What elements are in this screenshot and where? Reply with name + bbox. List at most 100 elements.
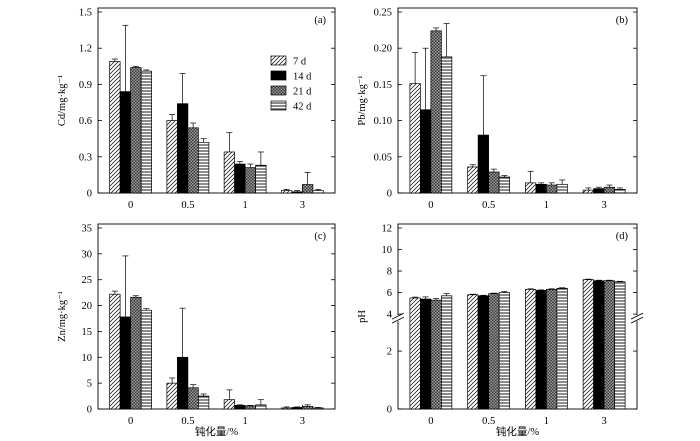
x-tick-label: 0 <box>128 200 133 211</box>
y-axis-label: Cd/mg·kg⁻¹ <box>57 75 68 126</box>
y-tick-label: 0.3 <box>79 152 92 163</box>
bar <box>223 399 235 410</box>
bar <box>535 290 547 410</box>
x-tick-label: 1 <box>544 200 549 211</box>
y-tick-label: 0 <box>87 405 92 416</box>
bar <box>166 382 178 410</box>
x-tick-label: 3 <box>602 200 607 211</box>
bar <box>441 56 453 194</box>
y-tick-label: 0 <box>387 405 392 416</box>
x-tick-label: 1 <box>243 416 248 427</box>
plot-frame <box>97 7 336 194</box>
bar <box>302 406 314 410</box>
bar <box>177 103 189 194</box>
y-tick-label: 0.6 <box>79 116 92 127</box>
axis-break-gap <box>632 315 642 322</box>
bar <box>198 395 210 410</box>
axis-break-mark <box>391 316 405 324</box>
bar <box>582 189 594 194</box>
bar <box>488 293 500 410</box>
bar <box>498 176 510 194</box>
bar <box>556 183 568 194</box>
x-tick-label: 1 <box>544 416 549 427</box>
chart-panel: 0 0.3 0.6 0.9 1.2 1.5 Cd/mg·kg⁻¹ (a) 0 0.5 1 3 7 d 14… <box>57 7 336 211</box>
bar <box>244 167 256 194</box>
bar <box>244 405 256 410</box>
bar <box>255 164 267 194</box>
plot-frame <box>97 223 336 410</box>
y-axis-label: pH <box>357 310 368 323</box>
axis-break-mark <box>630 316 644 324</box>
x-tick-label: 0 <box>128 416 133 427</box>
x-tick-label: 0.5 <box>482 416 495 427</box>
y-tick-label: 30 <box>82 249 93 260</box>
bar <box>556 287 568 410</box>
bar <box>198 141 210 194</box>
legend-swatch <box>270 100 287 111</box>
bar <box>109 293 121 410</box>
chart-panel: 0 0.05 0.10 0.15 0.20 0.25 Pb/mg·kg⁻¹ (b) 0 0.5 1 3 <box>357 7 638 211</box>
y-tick-label: 6 <box>387 288 392 299</box>
x-tick-label: 1 <box>243 200 248 211</box>
panel-label: (a) <box>314 15 326 26</box>
bar <box>603 186 615 194</box>
y-tick-label: 10 <box>382 245 393 256</box>
x-tick-label: 0 <box>428 416 433 427</box>
bar <box>488 171 500 194</box>
y-tick-label: 1.2 <box>79 44 92 55</box>
bar <box>166 120 178 194</box>
panel-label: (b) <box>616 15 629 26</box>
bar <box>546 289 558 410</box>
y-tick-label: 25 <box>82 275 93 286</box>
legend-label: 14 d <box>293 72 312 83</box>
x-tick-label: 3 <box>300 200 305 211</box>
bar <box>603 280 615 410</box>
legend-label: 7 d <box>293 57 307 68</box>
legend-label: 21 d <box>293 87 312 98</box>
x-axis-label: 钝化量/% <box>496 425 539 438</box>
bar <box>291 191 303 194</box>
x-tick-label: 0.5 <box>181 416 194 427</box>
bar <box>467 294 479 410</box>
y-tick-label: 15 <box>82 327 93 338</box>
y-tick-label: 4 <box>387 310 393 321</box>
bar <box>498 292 510 410</box>
bar <box>535 183 547 194</box>
bar <box>140 309 152 410</box>
bar <box>302 184 314 194</box>
bar <box>312 407 324 410</box>
legend: 7 d 14 d 21 d 42 d <box>270 55 312 113</box>
y-tick-label: 0.10 <box>374 116 392 127</box>
bar <box>477 134 489 194</box>
bar <box>312 190 324 194</box>
x-tick-label: 3 <box>300 416 305 427</box>
bar <box>109 61 121 194</box>
bar <box>582 279 594 410</box>
bar <box>130 67 142 194</box>
x-tick-label: 0 <box>428 200 433 211</box>
bar <box>281 190 293 194</box>
bar <box>525 182 537 194</box>
y-tick-label: 8 <box>387 267 392 278</box>
x-axis-label: 钝化量/% <box>195 425 238 438</box>
legend-swatch <box>270 70 287 81</box>
axis-break-gap <box>393 315 403 322</box>
y-tick-label: 1.5 <box>79 8 92 19</box>
bar <box>119 91 131 194</box>
axis-break-mark <box>630 312 644 320</box>
bar <box>441 295 453 410</box>
y-tick-label: 35 <box>82 224 93 235</box>
chart-panel: 0 5 10 15 20 25 30 35 Zn/mg·kg⁻¹ (c) 0 0.5 1 3 钝化量/% <box>57 223 336 438</box>
panel-label: (c) <box>314 231 326 242</box>
bar <box>177 356 189 410</box>
bar <box>477 295 489 410</box>
y-axis-label: Zn/mg·kg⁻¹ <box>57 291 68 342</box>
y-axis-label: Pb/mg·kg⁻¹ <box>357 75 368 125</box>
bar <box>546 184 558 194</box>
bar <box>420 109 432 194</box>
legend-swatch <box>270 85 287 96</box>
bar <box>187 387 199 410</box>
y-tick-label: 2 <box>387 347 392 358</box>
chart-panel: 0 2 4 6 8 10 12 pH (d) 0 0.5 1 3 钝化量/% <box>357 224 644 438</box>
plot-frame <box>397 7 638 194</box>
